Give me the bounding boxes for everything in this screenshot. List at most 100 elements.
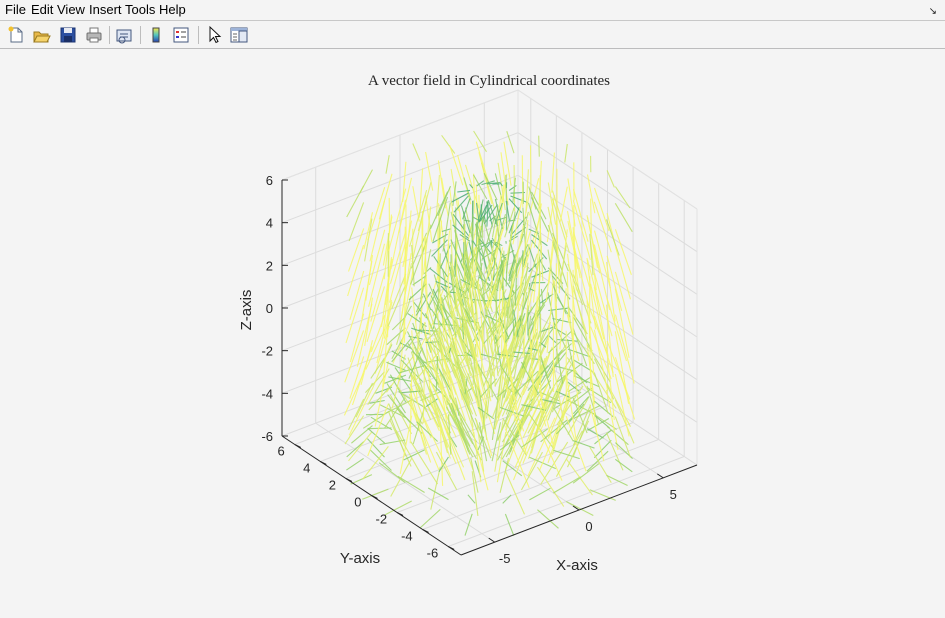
vector-arrow	[536, 339, 543, 407]
vector-arrow	[555, 220, 561, 294]
vector-arrow	[572, 242, 590, 306]
vector-arrow	[374, 360, 389, 427]
quiver3-plot[interactable]: -6 -4 -2 0 2 4 6 -6 -4 -2 0 2 4 6 -5 0 5 A vector field …	[0, 49, 945, 618]
vector-arrow	[481, 296, 499, 334]
vector-arrow	[590, 326, 612, 380]
vector-arrow	[378, 462, 406, 484]
vector-arrow	[462, 198, 471, 220]
legend-icon[interactable]	[171, 25, 191, 45]
y-tick-mark	[422, 529, 429, 533]
new-figure-icon[interactable]	[6, 25, 26, 45]
menu-tools[interactable]: Tools	[125, 2, 156, 17]
vector-arrow	[480, 323, 485, 376]
vector-arrow	[503, 300, 506, 358]
vector-arrow	[567, 220, 579, 270]
vector-arrow	[429, 380, 457, 438]
vector-arrow	[474, 289, 482, 360]
vector-arrow	[438, 368, 452, 391]
print-icon[interactable]	[84, 25, 104, 45]
vector-arrow	[454, 360, 478, 417]
dock-arrow-icon[interactable]: ↘	[928, 6, 937, 17]
vector-arrow	[520, 451, 543, 491]
vector-arrow	[425, 194, 433, 243]
vector-arrow	[387, 275, 389, 338]
vector-arrow	[552, 326, 566, 336]
vector-arrow	[478, 422, 488, 462]
vector-arrow	[520, 262, 529, 317]
open-file-icon[interactable]	[31, 25, 51, 45]
vector-arrow	[369, 200, 386, 262]
vector-arrow	[614, 416, 632, 458]
vector-arrow	[594, 358, 615, 400]
vector-arrow	[446, 302, 471, 370]
y-tick-mark	[447, 546, 455, 550]
vector-arrow	[423, 266, 432, 275]
vector-arrow	[522, 286, 530, 358]
vector-arrow	[425, 151, 434, 191]
vector-arrow	[593, 329, 609, 391]
vector-arrow	[552, 275, 571, 300]
menu-bar: File Edit View Insert Tools Help ↘	[0, 0, 945, 20]
vector-arrow	[495, 268, 498, 319]
vector-arrow	[477, 385, 488, 440]
vector-arrow	[455, 233, 458, 304]
vector-arrow	[521, 428, 549, 448]
vector-arrow	[537, 509, 559, 529]
vector-arrow	[614, 331, 630, 404]
vector-arrow	[551, 241, 569, 288]
vector-arrow	[567, 396, 590, 435]
edit-plot-pointer-icon[interactable]	[204, 25, 224, 45]
vector-arrow	[523, 253, 538, 296]
save-icon[interactable]	[58, 25, 78, 45]
menu-edit[interactable]: Edit	[31, 2, 54, 17]
vector-arrow	[547, 249, 558, 302]
vector-arrow	[467, 247, 476, 307]
toolbar-separator	[109, 26, 110, 44]
menu-file[interactable]: File	[5, 2, 26, 17]
link-plot-icon[interactable]	[114, 25, 134, 45]
vector-arrow	[438, 456, 449, 473]
vector-arrow	[446, 400, 474, 445]
vector-arrow	[424, 236, 428, 300]
vector-arrow	[551, 370, 569, 413]
vector-arrow	[388, 188, 407, 252]
vector-arrow	[471, 385, 493, 457]
vector-arrow	[502, 375, 525, 432]
vector-arrow	[476, 284, 493, 355]
vector-arrow	[473, 130, 487, 153]
vector-arrow	[522, 271, 537, 310]
vector-arrow	[410, 232, 428, 269]
vector-arrow	[423, 417, 452, 476]
vector-arrow	[471, 471, 479, 516]
y-axis-label: Y-axis	[340, 550, 380, 567]
property-inspector-icon[interactable]	[229, 25, 249, 45]
vector-arrow	[460, 205, 471, 234]
vector-arrow	[486, 236, 501, 307]
menu-help[interactable]: Help	[159, 2, 186, 17]
menu-insert[interactable]: Insert	[89, 2, 122, 17]
vector-arrow	[423, 366, 452, 426]
vector-arrow	[553, 476, 581, 494]
vector-arrow	[427, 487, 449, 501]
vector-arrow	[422, 364, 426, 424]
colorbar-icon[interactable]	[146, 25, 166, 45]
z-tick-label: 6	[266, 173, 273, 188]
vector-arrow	[451, 192, 469, 203]
y-gridline	[448, 200, 685, 547]
vector-arrow	[530, 304, 546, 326]
vector-arrow	[473, 174, 488, 200]
vector-arrow	[362, 446, 389, 480]
vector-arrow	[605, 347, 615, 420]
vector-arrow	[505, 261, 508, 287]
vector-arrow	[470, 236, 479, 306]
vector-arrow	[481, 241, 491, 248]
menu-view[interactable]: View	[57, 2, 85, 17]
vector-arrow	[593, 273, 613, 337]
vector-arrow	[593, 439, 612, 459]
vector-arrow	[473, 431, 482, 483]
vector-arrow	[463, 219, 471, 222]
vector-arrow	[500, 289, 504, 359]
vector-arrow	[355, 382, 373, 418]
vector-arrow	[559, 288, 567, 350]
vector-arrow	[385, 155, 390, 174]
